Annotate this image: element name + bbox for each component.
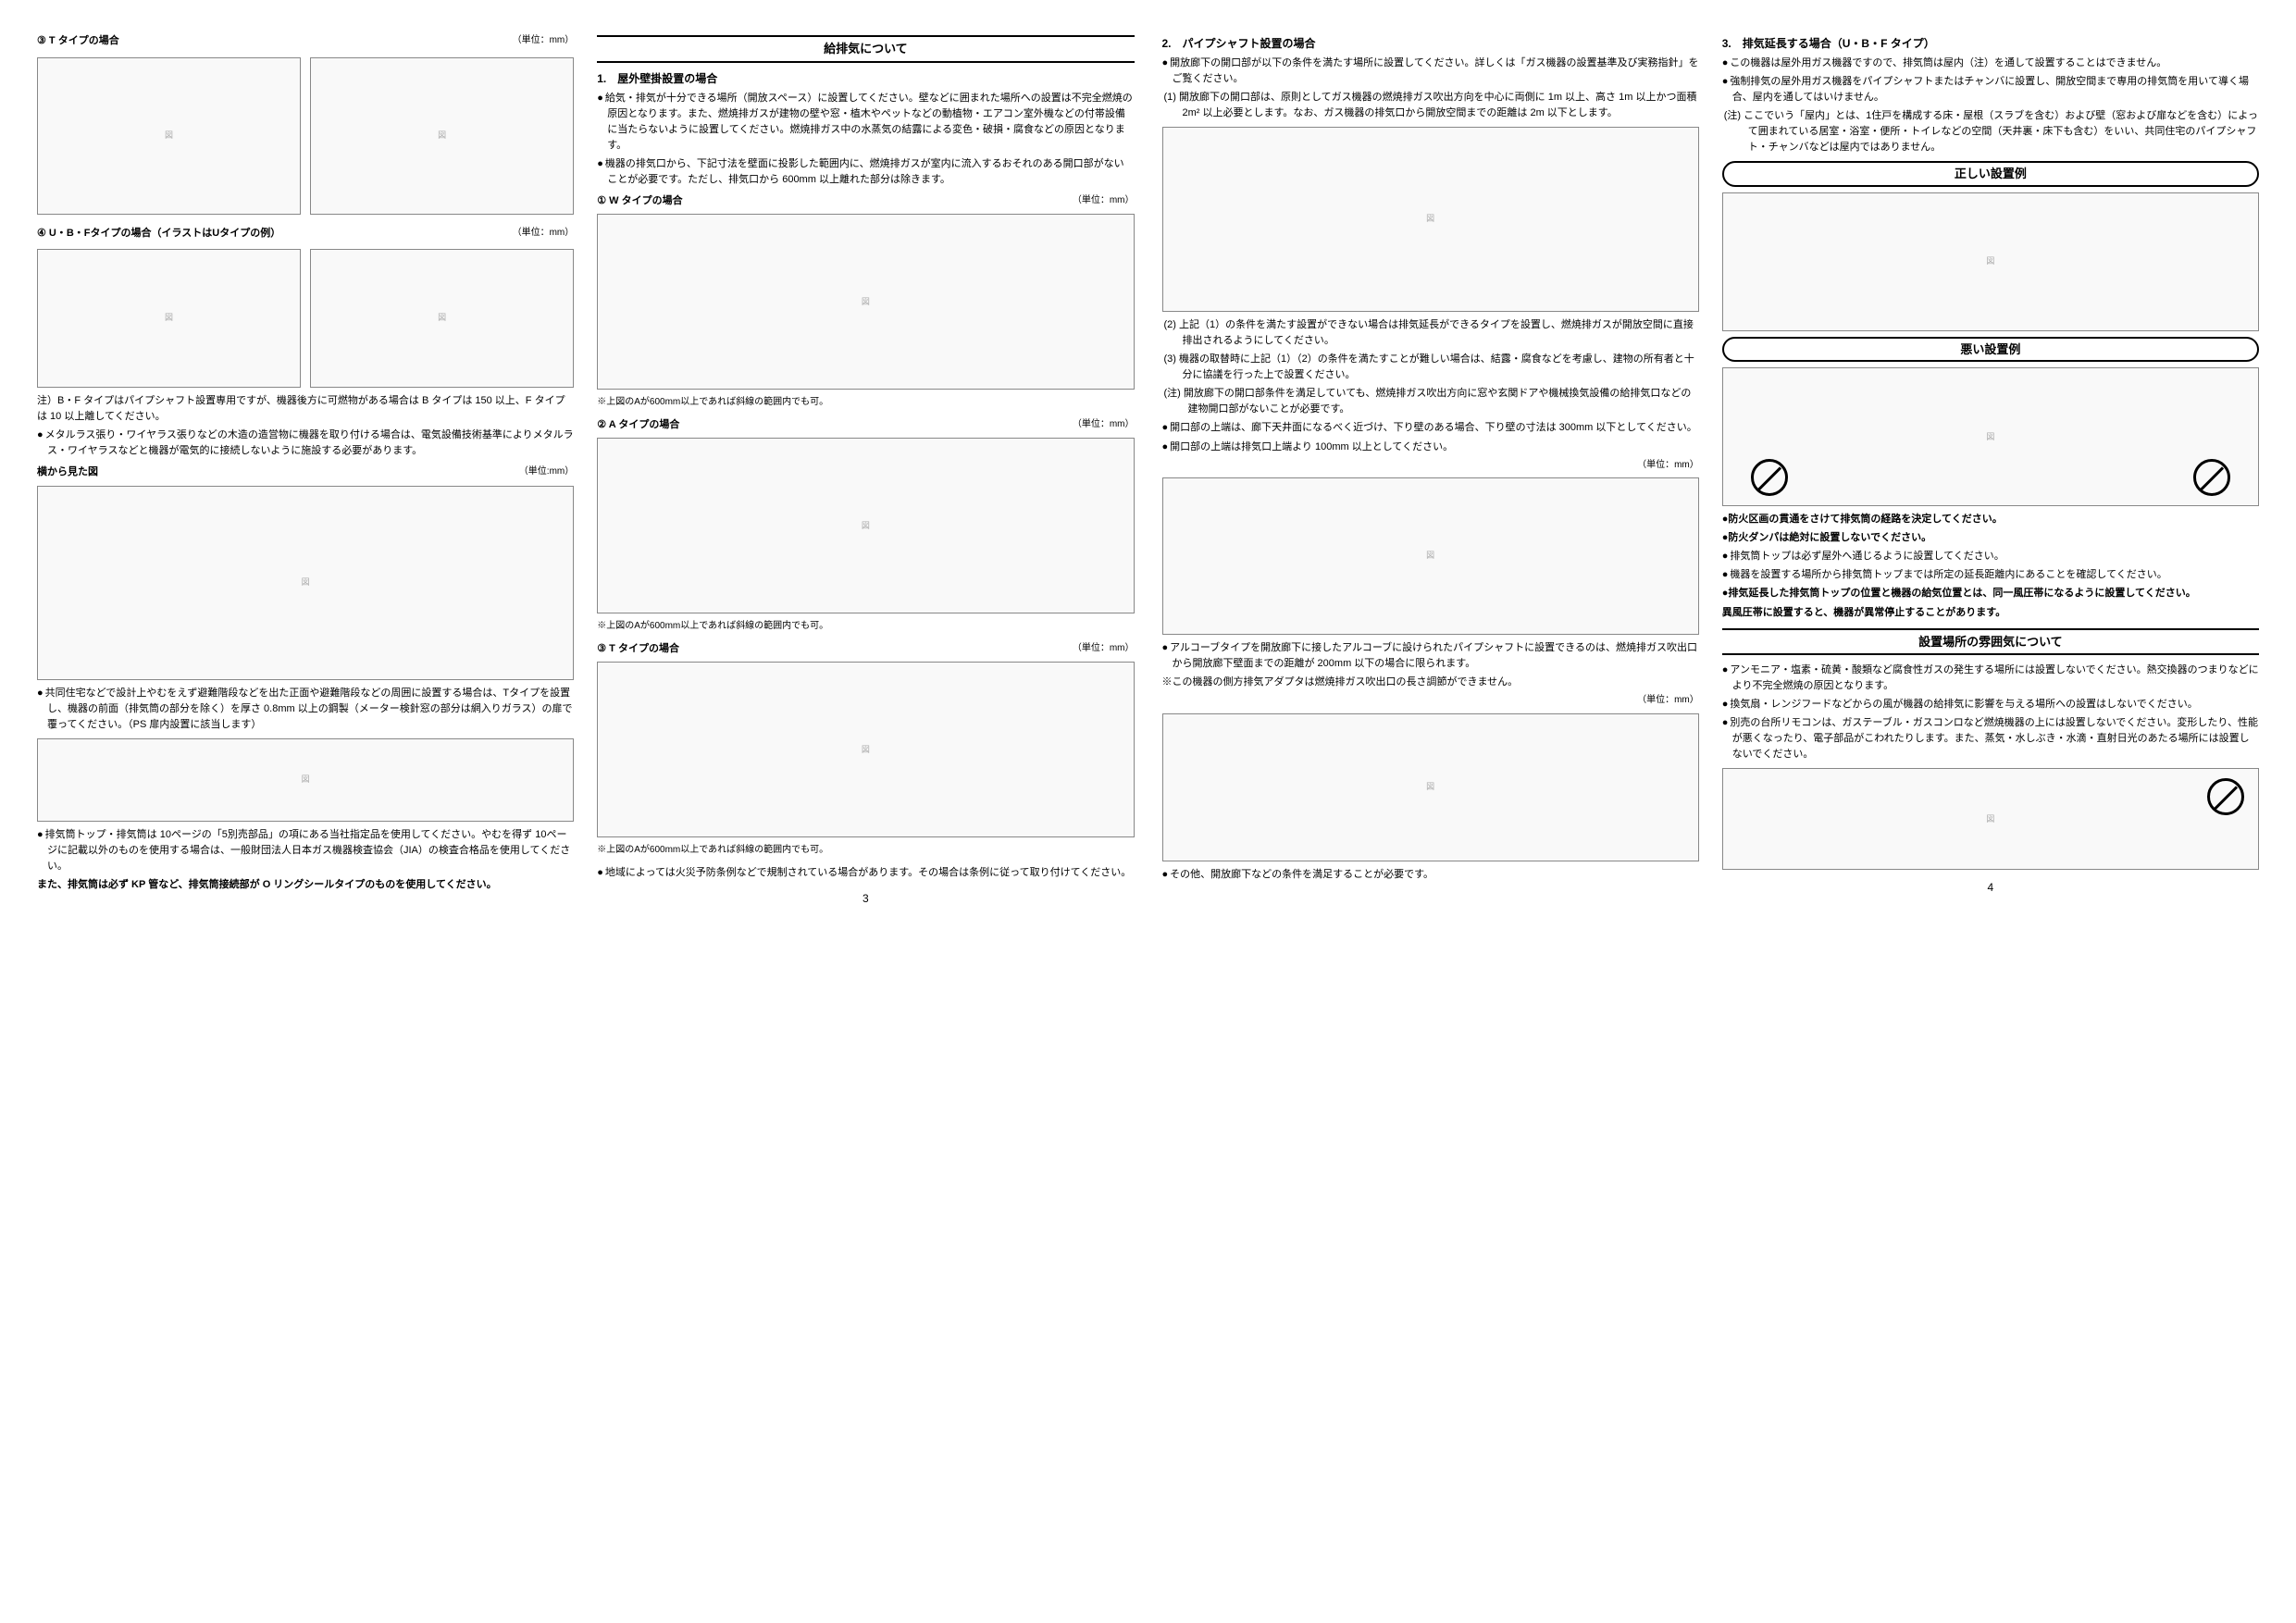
prohibition-icon (2207, 778, 2244, 815)
bullet-forced-exhaust: 強制排気の屋外用ガス機器をパイプシャフトまたはチャンバに設置し、開放空間まで専用… (1722, 74, 2259, 105)
diagram-t2-type: 図 (597, 662, 1134, 837)
diagram-t-left: 図 (37, 57, 301, 215)
col3: 2. パイプシャフト設置の場合 開放廊下の開口部が以下の条件を満たす場所に設置し… (1162, 28, 1699, 1595)
heading-a-type: ② A タイプの場合 (597, 417, 679, 433)
diagram-a-type: 図 (597, 438, 1134, 613)
unit-label: （単位：mm） (1073, 193, 1135, 209)
unit-label: （単位：mm） (1162, 693, 1699, 708)
note-indoor-def: (注) ここでいう「屋内」とは、1住戸を構成する床・屋根（スラブを含む）および壁… (1722, 108, 2259, 155)
diagram-opening-dims: 図 (1162, 477, 1699, 635)
bullet-shaft-cond: 開放廊下の開口部が以下の条件を満たす場所に設置してください。詳しくは「ガス機器の… (1162, 56, 1699, 87)
heading-w-type: ① W タイプの場合 (597, 193, 682, 209)
cond-2: (2) 上記（1）の条件を満たす設置ができない場合は排気延長ができるタイプを設置… (1162, 317, 1699, 349)
diagram-kitchen-remote: 図 (1722, 768, 2259, 870)
diagram-bad-install: 図 (1722, 367, 2259, 506)
page-number-left: 3 (597, 890, 1134, 907)
diagram-good-install: 図 (1722, 192, 2259, 331)
bold-damper: ●防火ダンパは絶対に設置しないでください。 (1722, 530, 2259, 546)
diagram-w-type: 図 (597, 214, 1134, 390)
heading-ubf: ④ U・B・Fタイプの場合（イラストはUタイプの例） (37, 226, 280, 242)
section-exhaust: 給排気について (597, 35, 1134, 63)
unit-label: （単位：mm） (1073, 641, 1135, 657)
note-opening: (注) 開放廊下の開口部条件を満足していても、燃焼排ガス吹出方向に窓や玄関ドアや… (1162, 386, 1699, 417)
cond-1: (1) 開放廊下の開口部は、原則としてガス機器の燃焼排ガス吹出方向を中心に両側に… (1162, 90, 1699, 121)
note-bf: 注）B・F タイプはパイプシャフト設置専用ですが、機器後方に可燃物がある場合は … (37, 393, 574, 425)
unit-label: （単位：mm） (1162, 458, 1699, 473)
diagram-ubf-left: 図 (37, 249, 301, 388)
box-bad-install: 悪い設置例 (1722, 337, 2259, 363)
cond-3: (3) 機器の取替時に上記（1）（2）の条件を満たすことが難しい場合は、結露・腐… (1162, 352, 1699, 383)
bullet-corrosive: アンモニア・塩素・硫黄・酸類など腐食性ガスの発生する場所には設置しないでください… (1722, 663, 2259, 694)
heading-t-type: ③ T タイプの場合 (37, 33, 119, 49)
bold-kp: また、排気筒は必ず KP 管など、排気筒接続部が O リングシールタイプのものを… (37, 877, 574, 893)
bullet-exhaust-range: 機器の排気口から、下記寸法を壁面に投影した範囲内に、燃焼排ガスが室内に流入するお… (597, 156, 1134, 188)
bullet-metal: メタルラス張り・ワイヤラス張りなどの木造の造営物に機器を取り付ける場合は、電気設… (37, 427, 574, 459)
page-number-right: 4 (1722, 879, 2259, 896)
unit-label: （単位:mm） (519, 465, 574, 480)
diagram-steel-door: 図 (37, 738, 574, 822)
h-exhaust-ext: 3. 排気延長する場合（U・B・F タイプ） (1722, 35, 2259, 52)
bullet-top-edge: 開口部の上端は、廊下天井面になるべく近づけ、下り壁のある場合、下り壁の寸法は 3… (1162, 420, 1699, 436)
bullet-other-cond: その他、開放廊下などの条件を満足することが必要です。 (1162, 867, 1699, 883)
note-a: ※上図のAが600mm以上であれば斜線の範囲内でも可。 (597, 619, 1134, 634)
bullet-fan-wind: 換気扇・レンジフードなどからの風が機器の給排気に影響を与える場所への設置はしない… (1722, 697, 2259, 712)
bullet-top-100: 開口部の上端は排気口上端より 100mm 以上としてください。 (1162, 440, 1699, 455)
bullet-fire-reg: 地域によっては火災予防条例などで規制されている場合があります。その場合は条例に従… (597, 865, 1134, 881)
col4: 3. 排気延長する場合（U・B・F タイプ） この機器は屋外用ガス機器ですので、… (1722, 28, 2259, 1595)
bullet-top-outdoor: 排気筒トップは必ず屋外へ通じるように設置してください。 (1722, 549, 2259, 564)
col2: 給排気について 1. 屋外壁掛設置の場合 給気・排気が十分できる場所（開放スペー… (597, 28, 1134, 1595)
bullet-ext-distance: 機器を設置する場所から排気筒トップまでは所定の延長距離内にあることを確認してくだ… (1722, 567, 2259, 583)
prohibition-icon (2193, 459, 2230, 496)
bullet-alcove: アルコーブタイプを開放廊下に接したアルコーブに設けられたパイプシャフトに設置でき… (1162, 640, 1699, 672)
bullet-outdoor-only: この機器は屋外用ガス機器ですので、排気筒は屋内（注）を通して設置することはできま… (1722, 56, 2259, 71)
heading-t2-type: ③ T タイプの場合 (597, 641, 679, 657)
diagram-ubf-right: 図 (310, 249, 574, 388)
diagram-side-view: 図 (37, 486, 574, 680)
bullet-kitchen-remote: 別売の台所リモコンは、ガステーブル・ガスコンロなど燃焼機器の上には設置しないでく… (1722, 715, 2259, 762)
bold-pressure-zone: ●排気延長した排気筒トップの位置と機器の給気位置とは、同一風圧帯になるように設置… (1722, 586, 2259, 601)
h-pipe-shaft: 2. パイプシャフト設置の場合 (1162, 35, 1699, 52)
note-w: ※上図のAが600mm以上であれば斜線の範囲内でも可。 (597, 395, 1134, 410)
side-view-heading: 横から見た図 (37, 465, 98, 480)
unit-label: （単位：mm） (1073, 417, 1135, 433)
diagram-t-right: 図 (310, 57, 574, 215)
unit-label: （単位：mm） (513, 33, 575, 49)
col1: ③ T タイプの場合 （単位：mm） 図 図 ④ U・B・Fタイプの場合（イラス… (37, 28, 574, 1595)
section-atmosphere: 設置場所の雰囲気について (1722, 628, 2259, 656)
bold-abnormal-stop: 異風圧帯に設置すると、機器が異常停止することがあります。 (1722, 605, 2259, 621)
note-t2: ※上図のAが600mm以上であれば斜線の範囲内でも可。 (597, 843, 1134, 858)
bullet-kp: 排気筒トップ・排気筒は 10ページの「5別売部品」の項にある当社指定品を使用して… (37, 827, 574, 874)
diagram-alcove: 図 (1162, 713, 1699, 861)
diagram-corridor: 図 (1162, 127, 1699, 312)
unit-label: （単位：mm） (513, 226, 575, 242)
prohibition-icon (1751, 459, 1788, 496)
bullet-stair: 共同住宅などで設計上やむをえず避難階段などを出た正面や避難階段などの周囲に設置す… (37, 686, 574, 733)
box-good-install: 正しい設置例 (1722, 161, 2259, 187)
bullet-ventilation: 給気・排気が十分できる場所（開放スペース）に設置してください。壁などに囲まれた場… (597, 91, 1134, 154)
bold-fire-zone: ●防火区画の貫通をさけて排気筒の経路を決定してください。 (1722, 512, 2259, 527)
h-outdoor-wall: 1. 屋外壁掛設置の場合 (597, 70, 1134, 87)
note-side-adapter: ※この機器の側方排気アダプタは燃焼排ガス吹出口の長さ調節ができません。 (1162, 675, 1699, 690)
